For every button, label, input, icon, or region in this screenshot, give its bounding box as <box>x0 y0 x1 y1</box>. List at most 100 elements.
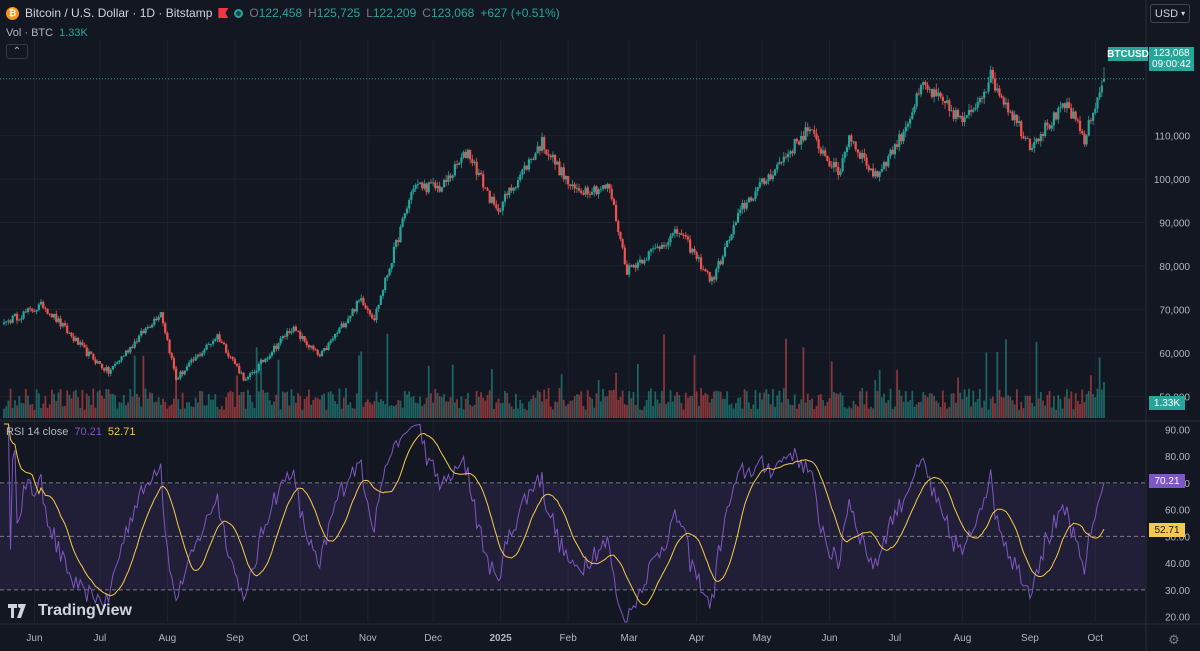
open-value: 122,458 <box>258 6 303 20</box>
volume-bar <box>480 392 482 418</box>
candle-body <box>458 162 461 165</box>
volume-legend-value: 1.33K <box>59 27 88 39</box>
candle-body <box>231 356 234 360</box>
volume-bar <box>769 404 772 418</box>
candle-body <box>92 353 95 360</box>
candle-body <box>33 311 36 313</box>
candle-body <box>366 308 369 311</box>
collapse-legend-button[interactable]: ⌃ <box>6 44 28 59</box>
candle-body <box>965 115 968 118</box>
volume-bar <box>83 409 86 418</box>
currency-dropdown[interactable]: USD ▾ <box>1150 4 1190 23</box>
rsi-legend-label[interactable]: RSI 14 close <box>6 426 69 438</box>
volume-bar <box>471 406 474 418</box>
gear-icon[interactable]: ⚙ <box>1168 632 1180 647</box>
volume-bar <box>663 334 665 418</box>
volume-bar <box>939 406 942 418</box>
volume-bar <box>1085 394 1088 418</box>
volume-bar <box>33 409 36 418</box>
volume-bar <box>88 396 90 418</box>
volume-bar <box>288 405 291 418</box>
candle-body <box>895 144 899 147</box>
candle-body <box>214 339 217 342</box>
volume-bar <box>562 399 565 418</box>
candle-body <box>113 364 117 366</box>
volume-bar <box>44 395 47 418</box>
volume-bar <box>650 388 652 418</box>
volume-bar <box>190 406 193 418</box>
candle-body <box>42 301 45 309</box>
candle-body <box>449 175 452 178</box>
candle-body <box>843 152 846 159</box>
volume-bar <box>3 408 5 418</box>
volume-bar <box>856 406 859 418</box>
candle-body <box>9 320 12 323</box>
volume-bar <box>207 394 210 418</box>
volume-bar <box>776 395 779 418</box>
volume-bar <box>628 391 631 418</box>
volume-bar <box>96 391 99 418</box>
volume-bar <box>7 400 10 418</box>
candle-body <box>1002 97 1005 105</box>
volume-bar <box>793 394 796 418</box>
volume-bar <box>107 389 110 418</box>
volume-bar <box>369 402 371 418</box>
volume-bar <box>1037 398 1040 418</box>
candles <box>2 65 1106 382</box>
volume-bar <box>863 404 866 418</box>
change-value: +627 (+0.51%) <box>480 6 560 20</box>
candle-body <box>482 174 485 188</box>
candle-body <box>824 150 827 156</box>
candle-body <box>1046 122 1049 126</box>
time-tick-label: May <box>753 633 772 644</box>
volume-bar <box>1072 409 1075 418</box>
candle-body <box>133 341 136 348</box>
candle-body <box>497 208 500 212</box>
candle-body <box>813 129 816 134</box>
volume-bar <box>613 389 615 418</box>
volume-bar <box>543 389 546 418</box>
volume-bar <box>806 393 809 418</box>
candle-body <box>201 352 204 356</box>
candle-body <box>288 331 291 333</box>
candle-body <box>876 171 879 177</box>
candle-body <box>662 244 666 247</box>
candle-body <box>451 175 454 178</box>
tradingview-logo[interactable]: TradingView <box>8 602 132 620</box>
candle-body <box>292 326 295 332</box>
time-tick-label: Jun <box>821 633 837 644</box>
candle-body <box>26 308 30 313</box>
volume-bar <box>708 402 711 418</box>
candle-body <box>440 187 443 192</box>
volume-bar <box>334 401 336 418</box>
candle-body <box>445 179 448 182</box>
candle-body <box>471 159 474 163</box>
candle-body <box>510 187 513 191</box>
volume-bar <box>1046 394 1049 418</box>
candle-body <box>244 379 247 381</box>
candle-body <box>739 209 742 213</box>
candle-body <box>392 246 396 264</box>
candle-body <box>712 277 716 280</box>
volume-bar <box>798 403 800 418</box>
flag-icon[interactable] <box>218 8 229 18</box>
candle-body <box>540 137 544 151</box>
candle-body <box>553 154 557 165</box>
candle-body <box>782 156 785 163</box>
volume-legend-label[interactable]: Vol · BTC <box>6 27 54 39</box>
volume-bar <box>186 402 188 418</box>
volume-bar <box>345 388 347 418</box>
candle-body <box>137 335 141 342</box>
symbol-title[interactable]: Bitcoin / U.S. Dollar · 1D · Bitstamp <box>25 6 213 20</box>
volume-bar <box>173 398 175 418</box>
close-value: 123,068 <box>430 6 475 20</box>
candle-body <box>1026 138 1029 140</box>
market-status-icon[interactable] <box>234 8 244 18</box>
volume-tag-value: 1.33K <box>1153 397 1181 409</box>
volume-bar <box>521 403 524 418</box>
candle-body <box>538 146 541 151</box>
candle-body <box>107 367 110 374</box>
volume-bar <box>112 393 114 418</box>
candle-body <box>564 176 568 180</box>
